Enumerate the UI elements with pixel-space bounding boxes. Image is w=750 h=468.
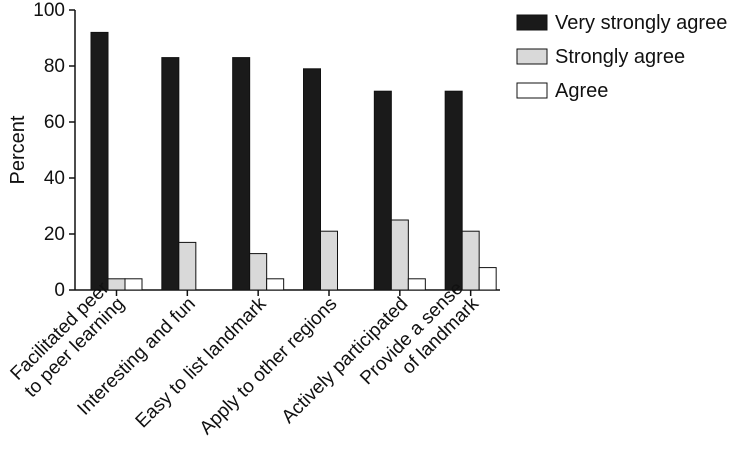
y-tick-label: 40 (44, 168, 65, 189)
legend-label: Very strongly agree (555, 12, 727, 34)
bar-agree (478, 267, 497, 291)
legend-swatch (516, 48, 548, 65)
bar-very-strongly-agree (373, 90, 392, 291)
bar-very-strongly-agree (303, 68, 321, 291)
bar-group (303, 68, 338, 291)
bar-agree (266, 278, 285, 291)
x-category-label-line: Easy to list landmark (132, 293, 271, 432)
x-category-label: Easy to list landmark (132, 293, 271, 432)
y-axis-title: Percent (7, 115, 29, 184)
bar-group (232, 57, 285, 291)
y-tick-label: 60 (44, 112, 65, 133)
legend-item: Very strongly agree (516, 12, 727, 34)
x-category-label-line: Apply to other regions (196, 294, 342, 440)
bar-strongly-agree (107, 278, 126, 291)
bar-group (161, 57, 197, 291)
bar-strongly-agree (249, 253, 268, 291)
legend-item: Strongly agree (516, 46, 685, 68)
bar-agree (407, 278, 426, 291)
y-tick-label: 20 (44, 224, 65, 245)
y-tick-label: 100 (33, 0, 65, 21)
category-labels: Facilitated peerto peer learningInterest… (7, 277, 484, 440)
legend-label: Agree (555, 80, 608, 102)
legend-item: Agree (516, 80, 608, 102)
bar-strongly-agree (320, 230, 338, 291)
bar-very-strongly-agree (444, 90, 463, 291)
bar-group (90, 31, 143, 291)
legend-swatch (516, 14, 548, 31)
bar-agree (124, 278, 143, 291)
bar-strongly-agree (178, 241, 197, 291)
bar-strongly-agree (390, 219, 409, 291)
legend-label: Strongly agree (555, 46, 685, 68)
x-category-label: Apply to other regions (196, 294, 342, 440)
legend-swatch (516, 82, 548, 99)
bars (90, 31, 497, 291)
bar-group (444, 90, 497, 291)
x-axis (75, 289, 500, 296)
y-tick-label: 80 (44, 56, 65, 77)
bar-group (373, 90, 426, 291)
bar-very-strongly-agree (232, 57, 251, 291)
legend: Very strongly agree Strongly agree Agree (516, 12, 727, 102)
y-axis: 0 20 40 60 80 100 (33, 0, 76, 301)
bar-very-strongly-agree (161, 57, 180, 291)
bar-strongly-agree (461, 230, 480, 291)
y-tick-label: 0 (54, 280, 65, 301)
bar-very-strongly-agree (90, 31, 109, 291)
